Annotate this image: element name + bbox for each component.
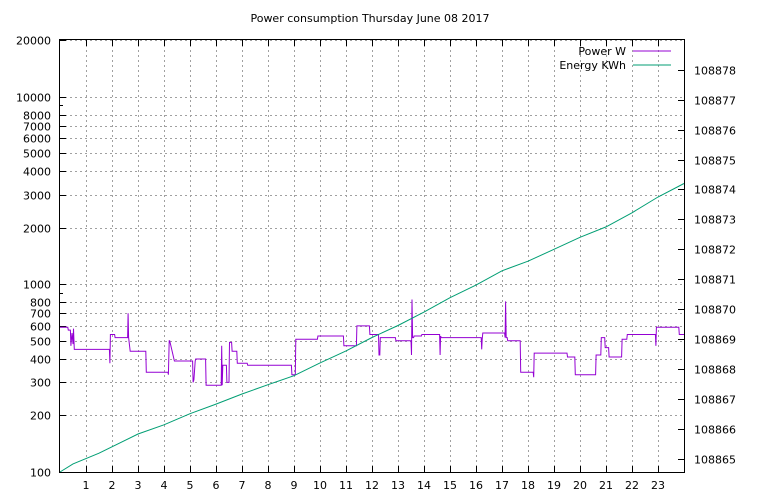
- y2-tick-label: 108872: [694, 244, 736, 257]
- x-tick-label: 20: [573, 479, 587, 492]
- x-tick-label: 19: [547, 479, 561, 492]
- y-tick-label: 100: [30, 467, 51, 480]
- y2-tick-label: 108870: [694, 304, 736, 317]
- y-tick-label: 4000: [23, 166, 51, 179]
- axis-layer: 1 2 3 4 5 6 7 8 9 10 11 12 13 14 15 16 17 18 19 20 21 22 23100…: [16, 35, 736, 493]
- y-tick-label: 8000: [23, 110, 51, 123]
- y-tick-label: 10000: [16, 92, 51, 105]
- y-tick-label: 7000: [23, 121, 51, 134]
- x-tick-label: 8: [265, 479, 272, 492]
- y-tick-label: 700: [30, 308, 51, 321]
- legend-label-power: Power W: [578, 45, 626, 58]
- x-tick-label: 10: [313, 479, 327, 492]
- y2-tick-label: 108871: [694, 274, 736, 287]
- y-tick-label: 500: [30, 336, 51, 349]
- y2-tick-label: 108865: [694, 454, 736, 467]
- y2-tick-label: 108869: [694, 334, 736, 347]
- y2-tick-label: 108873: [694, 214, 736, 227]
- grid-layer: [60, 40, 684, 473]
- x-tick-label: 18: [521, 479, 535, 492]
- x-tick-label: 13: [391, 479, 405, 492]
- x-tick-label: 1: [83, 479, 90, 492]
- y-tick-label: 800: [30, 297, 51, 310]
- y2-tick-label: 108877: [694, 95, 736, 108]
- y2-tick-label: 108875: [694, 155, 736, 168]
- x-tick-label: 22: [625, 479, 639, 492]
- y-tick-label: 2000: [23, 223, 51, 236]
- y2-tick-label: 108867: [694, 394, 736, 407]
- y-tick-label: 300: [30, 377, 51, 390]
- x-tick-label: 16: [469, 479, 483, 492]
- y2-tick-label: 108876: [694, 125, 736, 138]
- y2-tick-label: 108868: [694, 364, 736, 377]
- legend: Power W Energy KWh: [559, 45, 671, 72]
- legend-label-energy: Energy KWh: [559, 59, 626, 72]
- x-tick-label: 14: [417, 479, 431, 492]
- plot-frame: [59, 39, 685, 473]
- x-tick-label: 12: [365, 479, 379, 492]
- x-tick-label: 11: [339, 479, 353, 492]
- chart-title: Power consumption Thursday June 08 2017: [250, 12, 489, 25]
- x-tick-label: 7: [239, 479, 246, 492]
- y-tick-label: 400: [30, 354, 51, 367]
- x-tick-label: 9: [291, 479, 298, 492]
- x-tick-label: 21: [599, 479, 613, 492]
- y-tick-label: 3000: [23, 190, 51, 203]
- y-tick-label: 600: [30, 321, 51, 334]
- series-layer: [59, 183, 685, 473]
- x-tick-label: 5: [187, 479, 194, 492]
- y-tick-label: 200: [30, 410, 51, 423]
- x-tick-label: 3: [135, 479, 142, 492]
- x-tick-label: 15: [443, 479, 457, 492]
- y-tick-label: 1000: [23, 279, 51, 292]
- y-tick-label: 20000: [16, 35, 51, 48]
- y-tick-label: 6000: [23, 133, 51, 146]
- y-tick-label: 5000: [23, 148, 51, 161]
- x-tick-label: 23: [651, 479, 665, 492]
- y2-tick-label: 108874: [694, 184, 736, 197]
- y2-tick-label: 108878: [694, 65, 736, 78]
- y2-tick-label: 108866: [694, 424, 736, 437]
- x-tick-label: 17: [495, 479, 509, 492]
- x-tick-label: 6: [213, 479, 220, 492]
- power-series-line: [60, 299, 684, 386]
- x-tick-label: 4: [161, 479, 168, 492]
- energy-series-line: [59, 183, 685, 473]
- x-tick-label: 2: [109, 479, 116, 492]
